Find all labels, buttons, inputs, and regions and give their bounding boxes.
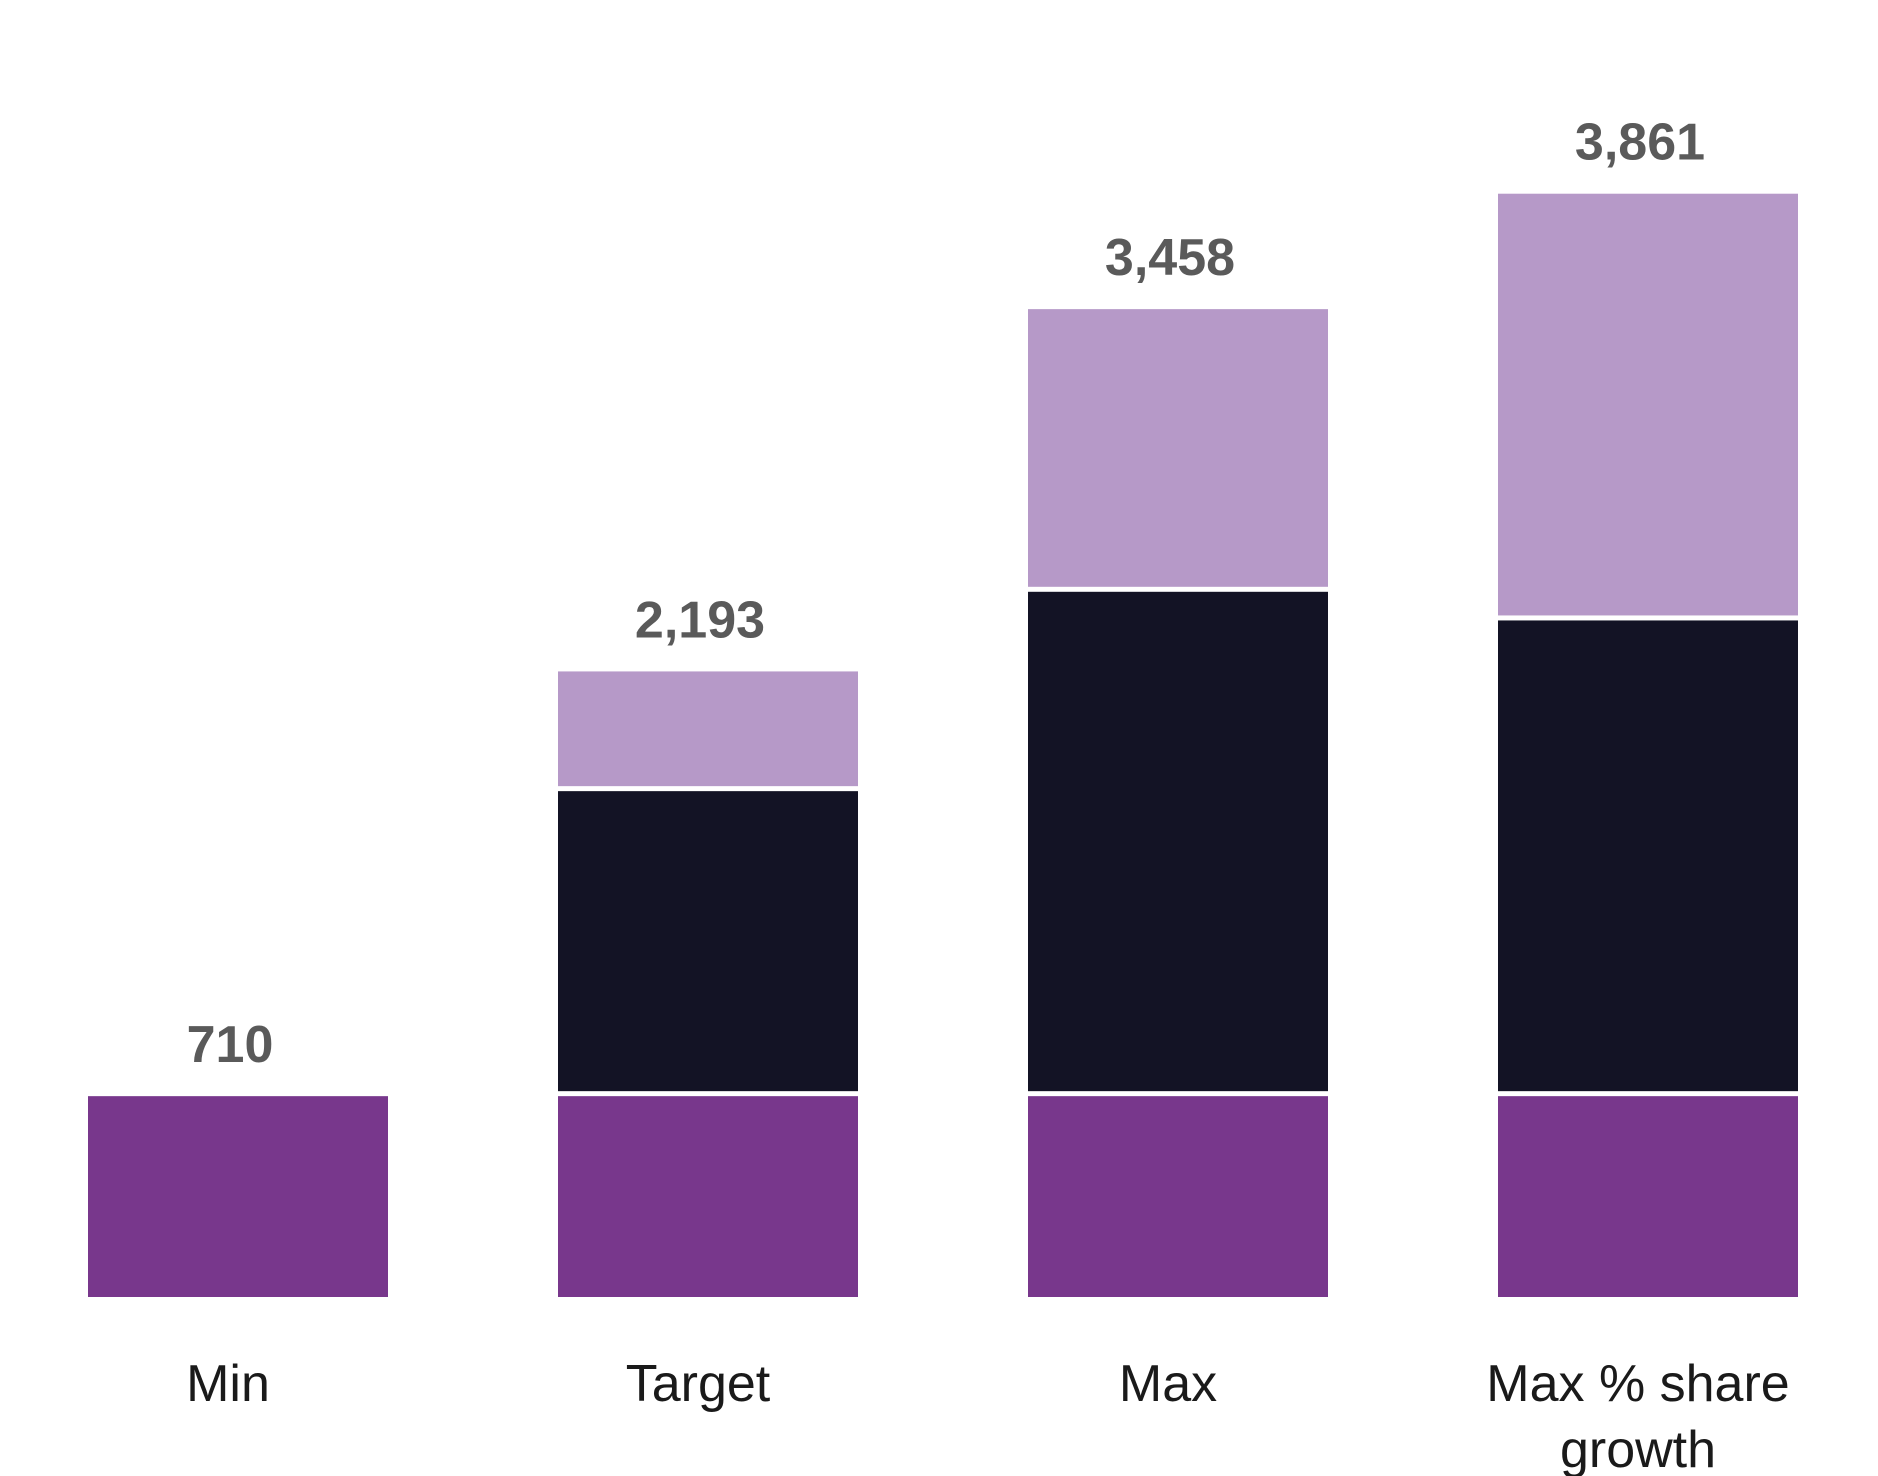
category-label-target: Target [626, 1355, 771, 1413]
category-label-line: Target [626, 1355, 771, 1413]
category-label-min: Min [186, 1355, 270, 1413]
category-label-line: growth [1560, 1421, 1716, 1476]
bar-max-segment-3 [1028, 309, 1328, 587]
bar-max-segment-2 [1028, 591, 1328, 1092]
total-label-min: 710 [187, 1016, 274, 1074]
bar-max-segment-1 [1028, 1096, 1328, 1297]
category-label-max-share-growth: Max % share growth [1486, 1355, 1789, 1476]
total-label-target: 2,193 [635, 591, 765, 649]
bar-max-share-growth-segment-2 [1498, 620, 1798, 1092]
bar-max-share-growth-segment-1 [1498, 1096, 1798, 1297]
category-label-line: Min [186, 1355, 270, 1413]
category-label-max: Max [1119, 1355, 1217, 1413]
total-label-max: 3,458 [1105, 229, 1235, 287]
category-label-line: Max [1119, 1355, 1217, 1413]
bar-target-segment-3 [558, 671, 858, 787]
bar-target-segment-2 [558, 791, 858, 1092]
category-label-line: Max % share [1486, 1355, 1789, 1413]
total-label-max-share-growth: 3,861 [1575, 114, 1705, 172]
bar-min-segment-1 [88, 1096, 388, 1297]
bar-target-segment-1 [558, 1096, 858, 1297]
bar-max-share-growth-segment-3 [1498, 193, 1798, 616]
